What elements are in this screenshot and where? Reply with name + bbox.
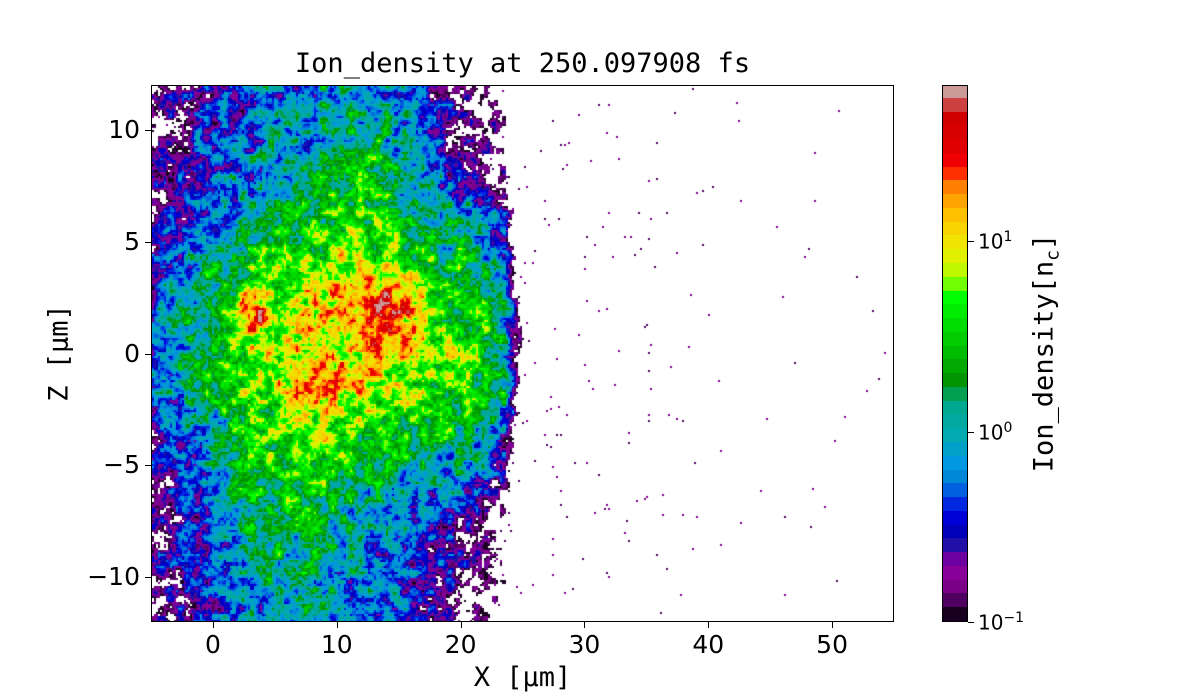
colorbar-tick [968, 431, 974, 433]
colorbar-label-text: Ion_density[n [1028, 260, 1060, 473]
chart-title: Ion_density at 250.097908 fs [294, 48, 751, 79]
colorbar-label: Ion_density[nc] [1028, 233, 1064, 473]
colorbar-level [943, 482, 967, 498]
colorbar-level [943, 400, 967, 415]
colorbar-level [943, 455, 967, 470]
colorbar-level [943, 524, 967, 539]
colorbar-level [943, 358, 967, 374]
x-tick-label: 50 [816, 630, 848, 659]
colorbar-level [943, 345, 967, 360]
y-tick [145, 577, 151, 579]
colorbar-tick-label: 101 [978, 229, 1013, 254]
colorbar-level [943, 289, 967, 305]
colorbar-level [943, 386, 967, 401]
x-tick-label: 30 [568, 630, 601, 659]
y-tick [145, 353, 151, 355]
y-tick [145, 129, 151, 131]
x-tick-label: 0 [204, 630, 221, 659]
colorbar-level [943, 303, 967, 319]
colorbar-tick-label: 100 [978, 419, 1013, 445]
colorbar-level [943, 579, 967, 594]
colorbar-level [943, 193, 967, 208]
colorbar-level [943, 551, 967, 566]
colorbar-level [943, 234, 967, 250]
y-tick [145, 465, 151, 467]
colorbar-level [943, 606, 967, 621]
x-axis-label: X [μm] [473, 662, 572, 693]
colorbar-level [943, 166, 967, 181]
y-tick-label: −5 [103, 450, 140, 480]
colorbar-level [943, 537, 967, 553]
colorbar-level [943, 221, 967, 236]
x-tick [832, 622, 834, 628]
colorbar-level [943, 496, 967, 511]
colorbar-level [943, 468, 967, 484]
colorbar-level [943, 331, 967, 346]
colorbar-tick-label: 10−1 [978, 610, 1025, 635]
density-heatmap [152, 86, 893, 621]
colorbar-level [943, 441, 967, 456]
y-tick [145, 241, 151, 243]
colorbar [942, 85, 968, 622]
colorbar-level [943, 565, 967, 580]
x-tick [460, 622, 462, 628]
colorbar-level [943, 248, 967, 263]
colorbar-level [943, 138, 967, 153]
colorbar-level [943, 124, 967, 140]
y-tick-label: 0 [124, 338, 140, 368]
y-tick-label: 5 [124, 226, 140, 256]
colorbar-level [943, 179, 967, 195]
y-tick-label: 10 [108, 114, 140, 144]
colorbar-level [943, 427, 967, 442]
x-tick-label: 10 [320, 630, 353, 659]
plot-area [151, 85, 894, 622]
colorbar-level [943, 152, 967, 167]
colorbar-tick [968, 241, 974, 243]
colorbar-level [943, 110, 967, 126]
colorbar-level [943, 207, 967, 222]
colorbar-level [943, 97, 967, 112]
y-tick-label: −10 [87, 562, 140, 592]
colorbar-level [943, 317, 967, 332]
colorbar-level [943, 592, 967, 608]
x-tick-label: 40 [692, 630, 725, 659]
x-tick [336, 622, 338, 628]
colorbar-level [943, 276, 967, 291]
x-tick [708, 622, 710, 628]
x-tick-label: 20 [444, 630, 477, 659]
colorbar-level [943, 413, 967, 429]
colorbar-level [943, 86, 967, 98]
x-tick [584, 622, 586, 628]
colorbar-level [943, 262, 967, 277]
x-tick [212, 622, 214, 628]
colorbar-tick [968, 622, 974, 623]
colorbar-level [943, 372, 967, 387]
colorbar-level [943, 510, 967, 525]
